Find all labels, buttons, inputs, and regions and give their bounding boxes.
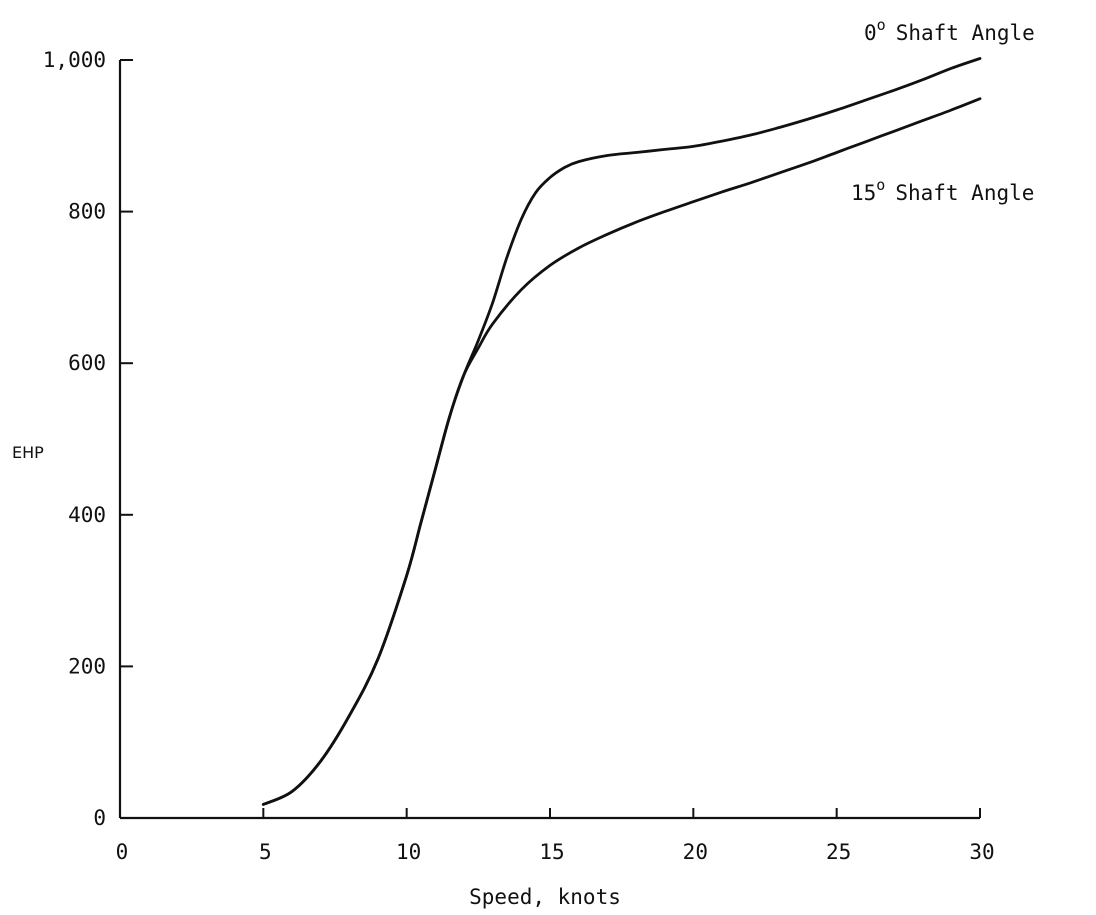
y-tick-label: 800 (68, 200, 106, 224)
y-tick-label: 1,000 (43, 48, 106, 72)
x-tick-label: 15 (539, 840, 564, 864)
x-axis-title: Speed, knots (469, 885, 621, 909)
y-tick-label: 0 (93, 806, 106, 830)
x-tick-label: 5 (259, 840, 272, 864)
curve-0deg-shaft-angle (261, 57, 982, 806)
y-tick-label: 200 (68, 654, 106, 678)
tick-labels: 0 5 10 15 20 25 30 0 200 400 600 800 1,000 (43, 48, 995, 864)
series-label-0deg: 0o Shaft Angle (864, 16, 1035, 45)
axis-ticks (120, 59, 981, 818)
series-label-15deg: 15o Shaft Angle (851, 176, 1034, 205)
series-label-15deg-text: Shaft Angle (895, 181, 1034, 205)
y-axis-title: EHP (12, 443, 44, 462)
series-label-0deg-text: Shaft Angle (896, 21, 1035, 45)
data-curves (261, 57, 982, 806)
x-tick-label: 30 (969, 840, 994, 864)
curve-15deg-shaft-angle (261, 97, 982, 806)
x-tick-label: 20 (683, 840, 708, 864)
degree-symbol: o (876, 176, 885, 194)
y-tick-label: 400 (68, 503, 106, 527)
x-tick-label: 25 (826, 840, 851, 864)
series-label-15deg-angle: 15 (851, 181, 876, 205)
x-tick-label: 10 (396, 840, 421, 864)
x-tick-label: 0 (116, 840, 129, 864)
degree-symbol: o (877, 16, 886, 34)
series-label-0deg-angle: 0 (864, 21, 877, 45)
y-tick-label: 600 (68, 351, 106, 375)
